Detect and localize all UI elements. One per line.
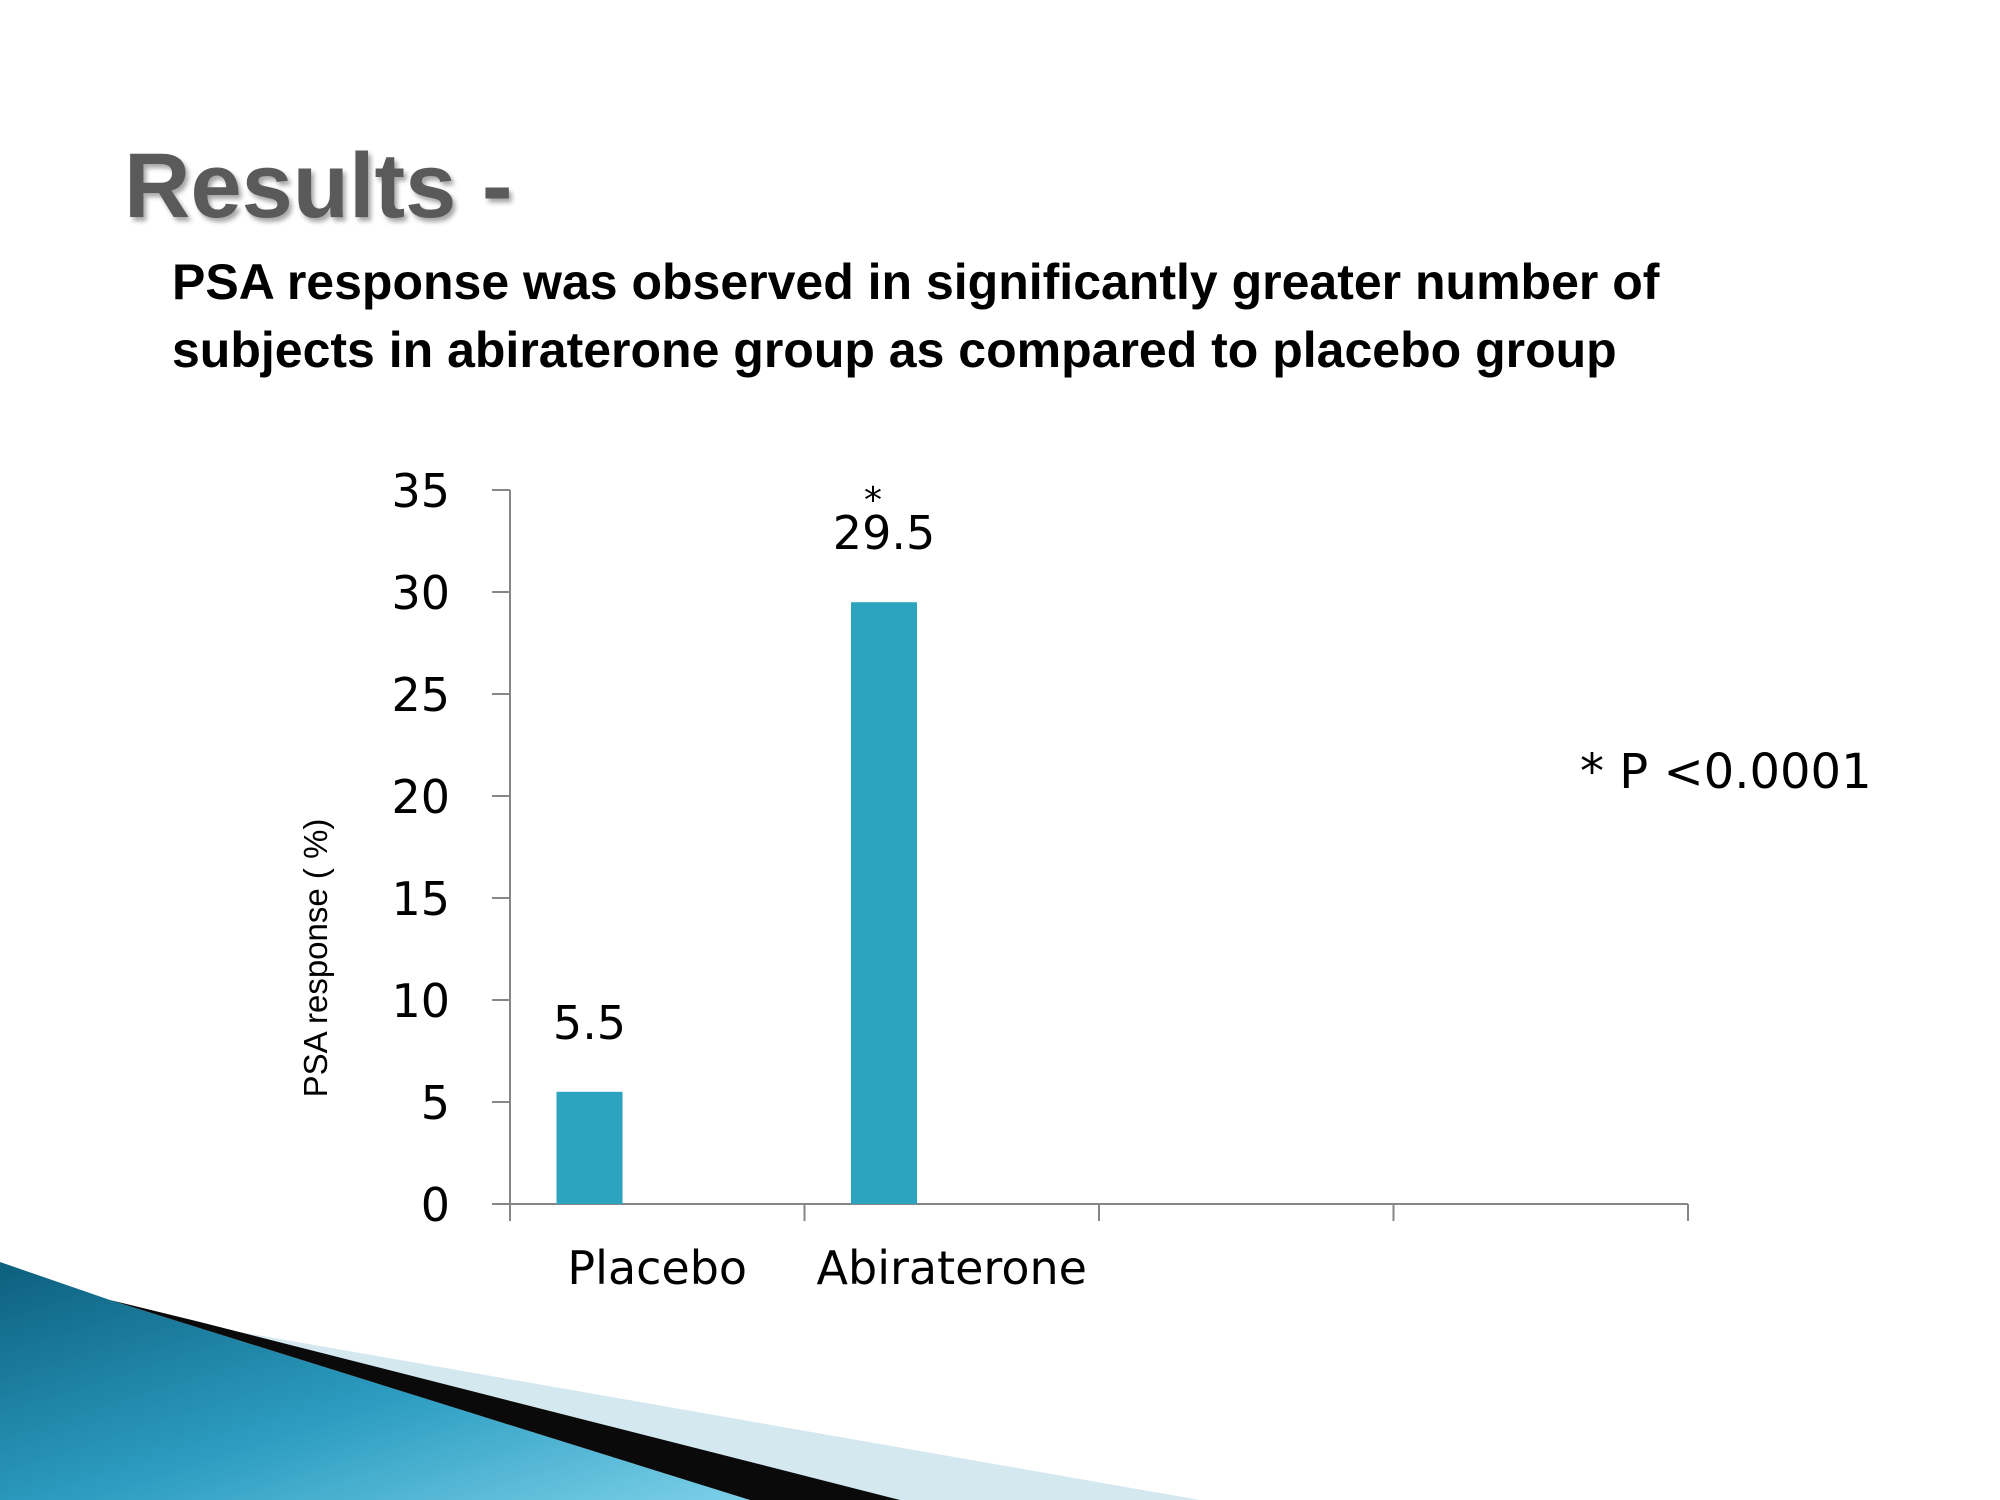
x-axis bbox=[509, 1203, 1689, 1221]
y-axis: 0 5 10 15 20 25 30 35 bbox=[391, 464, 511, 1232]
slide-subtitle: PSA response was observed in significant… bbox=[172, 254, 1660, 378]
y-tick-label: 10 bbox=[391, 974, 450, 1028]
bars bbox=[556, 602, 918, 1204]
bar-value-label: 5.5 bbox=[553, 996, 626, 1050]
y-tick-label: 5 bbox=[421, 1076, 450, 1130]
y-tick-label: 35 bbox=[391, 464, 450, 518]
y-tick-label: 0 bbox=[421, 1178, 450, 1232]
category-label: Placebo bbox=[567, 1241, 747, 1295]
p-value-annotation: * P <0.0001 bbox=[1580, 744, 1872, 800]
y-tick-label: 15 bbox=[391, 872, 450, 926]
decor-blue-wedge bbox=[0, 1262, 750, 1500]
bar-placebo bbox=[556, 1091, 623, 1204]
decor-black-stripe bbox=[110, 1300, 900, 1500]
slide-title: Results - bbox=[124, 135, 513, 237]
y-axis-label: PSA response ( %) bbox=[297, 819, 334, 1098]
significance-star: * bbox=[864, 480, 882, 521]
category-label: Abiraterone bbox=[817, 1241, 1087, 1295]
data-labels: 5.5 29.5* bbox=[553, 480, 935, 1050]
y-tick-label: 25 bbox=[391, 668, 450, 722]
y-tick-label: 20 bbox=[391, 770, 450, 824]
category-labels: Placebo Abiraterone bbox=[567, 1241, 1087, 1295]
bar-value-label: 29.5 bbox=[833, 506, 935, 560]
y-tick-label: 30 bbox=[391, 566, 450, 620]
bar-abiraterone bbox=[851, 602, 918, 1204]
